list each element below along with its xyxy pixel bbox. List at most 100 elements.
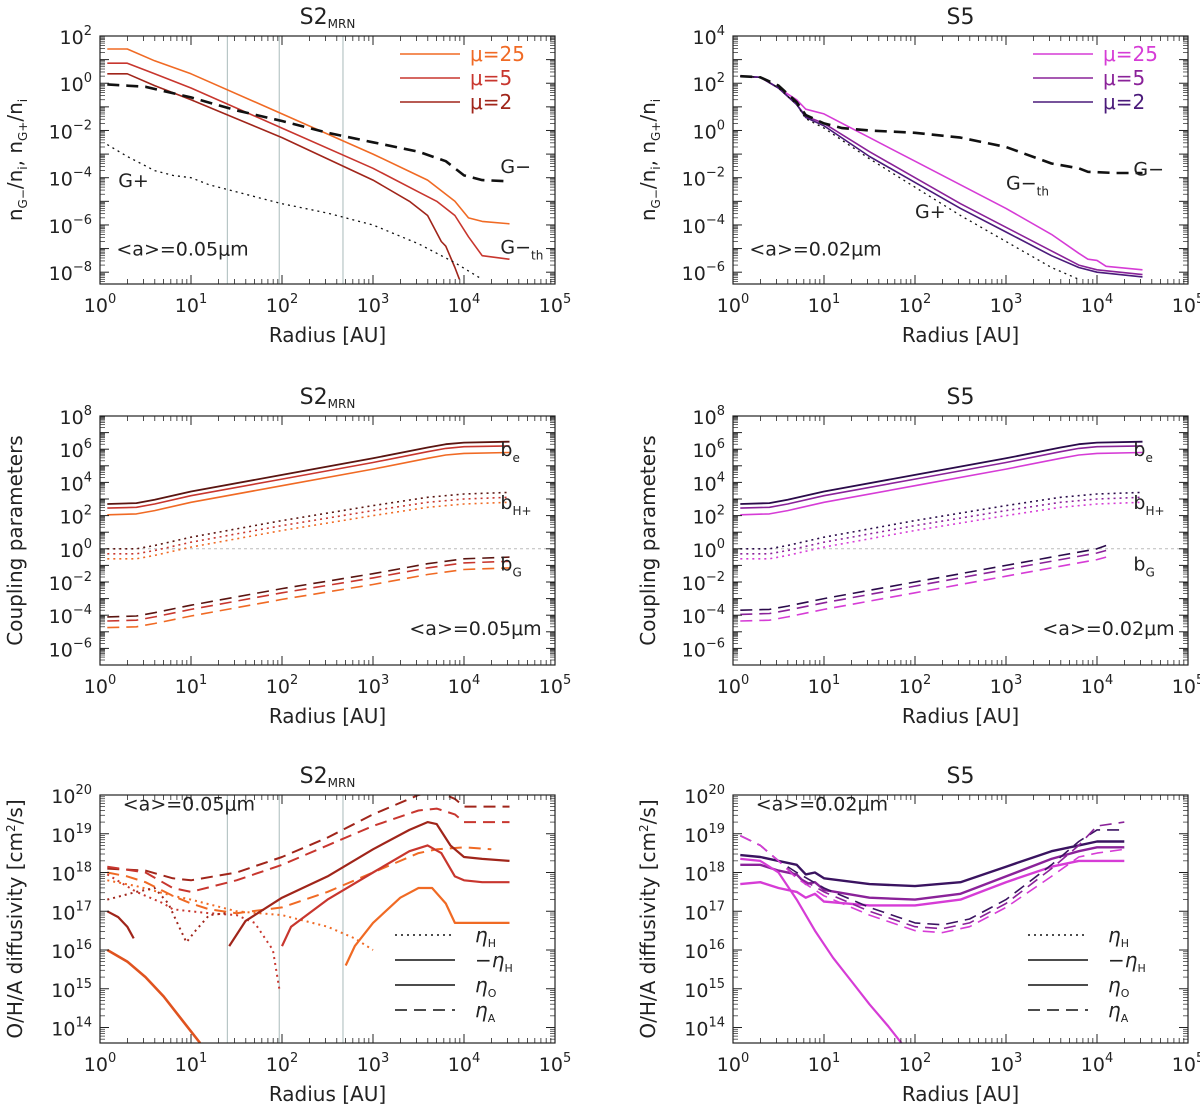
series-line-5 (740, 501, 1143, 560)
y-tick-label: 100 (693, 537, 725, 562)
x-axis-label: Radius [AU] (269, 1082, 386, 1106)
legend-label: −ηH (1108, 948, 1146, 975)
series-line-0 (740, 840, 1125, 888)
x-tick-label: 104 (1081, 1051, 1113, 1076)
x-tick-label: 103 (990, 673, 1022, 698)
annotation-0: <a>=0.02μm (756, 794, 888, 816)
panel-title: S5 (947, 5, 975, 30)
series-line-6 (107, 556, 510, 618)
series-line-5 (107, 887, 228, 944)
plot-frame (732, 415, 1189, 666)
y-tick-label: 1017 (51, 899, 92, 924)
legend-label: ηA (475, 998, 496, 1025)
y-axis-label: Coupling parameters (636, 435, 660, 645)
y-tick-label: 104 (693, 24, 725, 49)
series-line-4 (107, 496, 510, 555)
annotation-1: G+ (118, 170, 149, 192)
annotation-0: <a>=0.02μm (749, 239, 881, 261)
y-tick-label: 104 (60, 470, 92, 495)
panel-title: S2MRN (300, 764, 356, 790)
y-tick-label: 10−2 (49, 118, 92, 143)
y-tick-label: 108 (60, 404, 92, 429)
x-tick-label: 105 (539, 673, 571, 698)
legend-label: μ=5 (1103, 66, 1145, 90)
series-line-8 (281, 844, 510, 947)
annotation-0: <a>=0.05μm (116, 239, 248, 261)
series-line-4 (740, 75, 1080, 280)
series-group (740, 440, 1143, 622)
x-tick-label: 101 (175, 292, 207, 317)
annotation-2: bH+ (500, 492, 531, 518)
annotation-1: G+ (915, 201, 946, 223)
series-line-8 (107, 567, 510, 629)
x-tick-label: 100 (717, 292, 749, 317)
y-tick-label: 10−4 (49, 603, 92, 628)
y-tick-label: 1017 (684, 899, 725, 924)
y-tick-label: 1019 (684, 822, 725, 847)
plot-frame (99, 415, 556, 666)
series-line-8 (740, 556, 1107, 622)
series-line-1 (107, 807, 510, 893)
y-tick-label: 10−4 (49, 166, 92, 191)
series-line-0 (740, 440, 1143, 505)
x-tick-label: 104 (448, 673, 480, 698)
series-line-9 (344, 886, 510, 966)
series-line-10 (106, 948, 202, 1043)
x-tick-label: 101 (175, 673, 207, 698)
series-line-4 (740, 496, 1143, 555)
annotation-3: G− (1133, 158, 1164, 180)
chart-panel-2: 100 101 102 103 104 105 10−6 10−4 10−2 100 102 104 1… (3, 385, 571, 728)
series-line-2 (740, 859, 1125, 907)
x-tick-label: 101 (808, 673, 840, 698)
y-tick-label: 10−6 (682, 636, 725, 661)
series-line-1 (107, 445, 510, 509)
x-tick-label: 105 (1172, 673, 1200, 698)
y-tick-label: 10−4 (682, 213, 725, 238)
x-tick-label: 103 (357, 1051, 389, 1076)
legend-label: −ηH (475, 948, 513, 975)
x-tick-label: 102 (266, 292, 298, 317)
legend-label: μ=25 (470, 42, 525, 66)
legend: μ=25μ=5μ=2 (1033, 42, 1158, 114)
series-line-3 (740, 74, 1143, 175)
x-tick-label: 104 (448, 292, 480, 317)
y-tick-label: 108 (693, 404, 725, 429)
x-tick-label: 101 (175, 1051, 207, 1076)
series-line-1 (740, 445, 1143, 509)
y-tick-label: 1016 (684, 938, 725, 963)
series-line-4 (106, 144, 483, 280)
x-tick-label: 103 (357, 292, 389, 317)
annotation-3: bG (1133, 553, 1154, 579)
series-group (106, 795, 510, 1043)
series-group (739, 821, 1125, 1043)
series-line-4 (739, 821, 1125, 930)
legend-label: ηO (475, 973, 497, 1000)
y-tick-label: 10−6 (682, 260, 725, 285)
chart-panel-5: 100 101 102 103 104 105 1014 1015 1016 1017 1018 10… (636, 764, 1200, 1106)
series-line-3 (107, 491, 510, 550)
y-tick-label: 10−2 (49, 570, 92, 595)
x-tick-label: 100 (84, 673, 116, 698)
y-axis-label: O/H/A diffusivity [cm2/s] (636, 799, 660, 1038)
x-tick-label: 103 (990, 292, 1022, 317)
series-group (740, 74, 1143, 280)
y-tick-label: 1020 (684, 783, 725, 808)
series-line-7 (228, 821, 510, 947)
series-line-2 (107, 451, 510, 516)
y-tick-label: 102 (60, 24, 92, 49)
y-tick-label: 10−6 (49, 636, 92, 661)
series-line-2 (107, 73, 461, 280)
x-tick-label: 103 (357, 673, 389, 698)
series-line-2 (740, 75, 1143, 278)
series-line-1 (740, 846, 1125, 901)
chart-panel-0: 100 101 102 103 104 105 10−8 10−6 10−4 10−2 100 102… (3, 5, 571, 347)
series-line-0 (107, 440, 510, 505)
y-tick-label: 1020 (51, 783, 92, 808)
x-tick-label: 100 (84, 292, 116, 317)
series-line-7 (107, 560, 510, 622)
series-line-3 (740, 491, 1143, 550)
x-tick-label: 102 (899, 673, 931, 698)
annotation-2: bH+ (1133, 492, 1164, 518)
legend-label: μ=5 (470, 66, 512, 90)
